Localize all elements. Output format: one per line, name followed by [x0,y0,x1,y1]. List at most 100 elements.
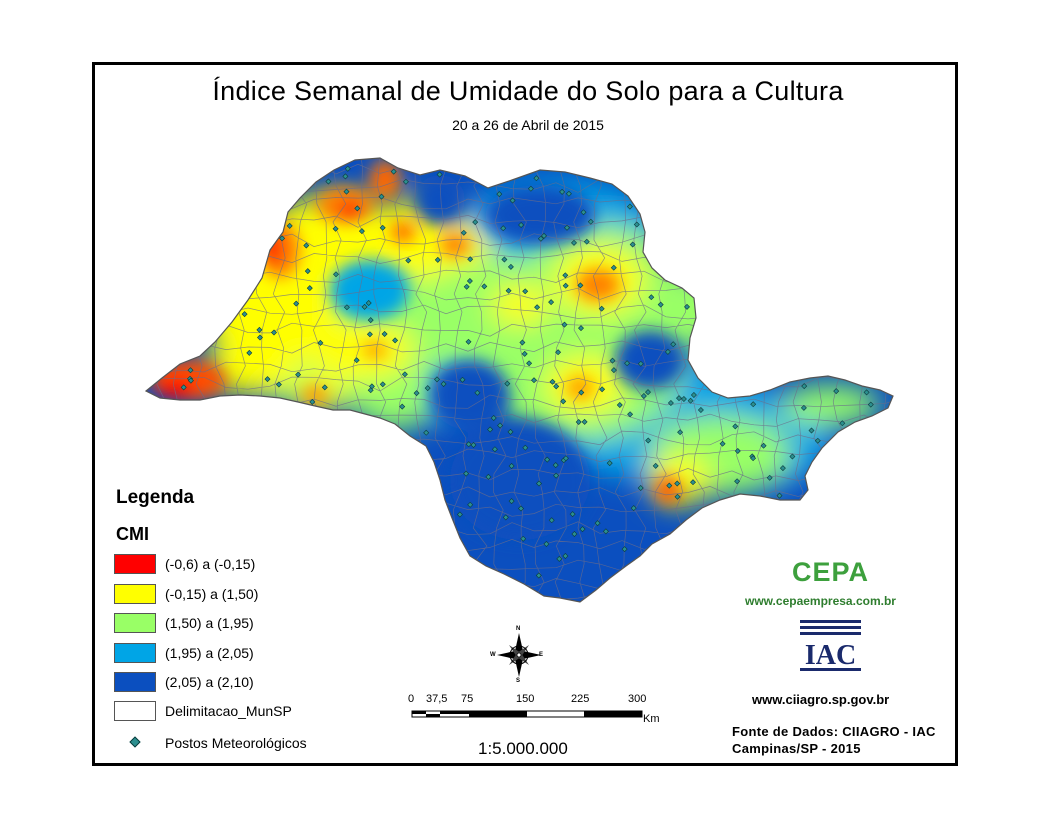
scale-bar [411,710,643,718]
station-marker [645,437,652,444]
station-marker [466,278,473,284]
station-marker [180,384,187,391]
station-marker [633,221,640,228]
station-marker [491,446,498,453]
station-marker [535,572,542,579]
station-marker [789,453,796,460]
station-marker [463,283,470,290]
station-marker [556,555,563,562]
scale-tick-4: 225 [571,693,590,705]
station-marker [534,304,541,311]
station-marker [365,300,372,306]
station-marker [456,511,463,518]
station-marker [497,422,504,429]
station-marker [734,448,741,454]
legend-swatch-boundary [114,701,156,721]
station-marker [719,440,726,447]
station-marker [616,402,623,408]
station-marker [578,325,584,332]
station-marker [577,282,584,289]
station-marker [333,271,339,278]
station-marker [690,479,696,486]
station-marker [562,455,569,462]
compass-n-label: N [516,626,521,632]
station-marker [434,376,440,383]
station-marker [434,256,441,263]
station-marker [626,203,633,210]
station-marker [508,463,515,469]
station-marker [562,282,569,289]
legend-item: (-0,15) a (1,50) [114,584,414,606]
station-marker [776,492,783,499]
station-marker [750,401,757,408]
station-marker [610,264,617,271]
station-marker [637,485,644,491]
station-marker [379,381,386,388]
legend-label: (-0,15) a (1,50) [165,586,259,602]
station-marker [559,188,566,195]
legend-title: Legenda [116,487,195,508]
station-marker [548,299,555,306]
scale-tick-0: 0 [408,693,415,705]
station-marker [518,505,524,512]
station-marker [562,553,569,559]
station-marker [569,511,576,518]
station-marker [537,235,544,242]
legend-item: (1,95) a (2,05) [114,643,414,665]
station-marker [677,429,684,436]
station-marker [552,462,559,469]
iac-logo-text: IAC [805,640,856,671]
station-marker [399,403,406,410]
station-marker [553,383,560,390]
station-marker [602,528,609,535]
station-marker [424,385,431,392]
station-marker [264,376,271,383]
legend-swatch [114,672,156,692]
station-marker [496,191,503,198]
legend-swatch [114,613,156,633]
station-marker [481,283,488,290]
station-marker [750,455,757,462]
station-marker [304,268,311,275]
station-marker [275,381,282,388]
station-marker [507,428,514,435]
station-marker [579,526,586,533]
cepa-url: www.cepaempresa.com.br [745,594,896,608]
legend-swatch [114,643,156,663]
station-marker [867,401,874,408]
station-marker [459,376,466,383]
map-title: Índice Semanal de Umidade do Solo para a… [212,76,844,106]
station-marker [561,321,568,328]
station-marker [687,397,694,404]
station-marker [645,389,651,396]
station-marker [627,411,634,418]
station-marker [467,256,474,263]
station-marker [361,303,368,310]
scale-ratio: 1:5.000.000 [478,739,568,758]
station-marker [401,371,408,378]
scale-tick-3: 150 [516,693,535,705]
station-marker [587,218,594,225]
station-marker [571,239,577,246]
station-marker [578,389,585,396]
station-marker [271,329,277,336]
station-marker [257,334,263,341]
station-marker [332,225,339,232]
station-marker [367,387,374,394]
station-marker [390,168,397,175]
station-marker [637,360,644,367]
station-marker [467,501,474,508]
credit-place-year: Campinas/SP - 2015 [732,741,861,756]
station-marker [621,546,628,553]
station-marker [509,197,516,204]
station-marker [358,228,365,235]
station-marker [624,360,631,367]
station-marker [548,517,555,524]
station-marker [732,423,739,430]
station-marker [629,241,636,248]
scale-unit: Km [643,713,660,725]
station-marker [379,224,386,231]
compass-e-label: E [539,652,544,658]
station-marker-icon [129,736,141,748]
station-marker [501,256,508,263]
